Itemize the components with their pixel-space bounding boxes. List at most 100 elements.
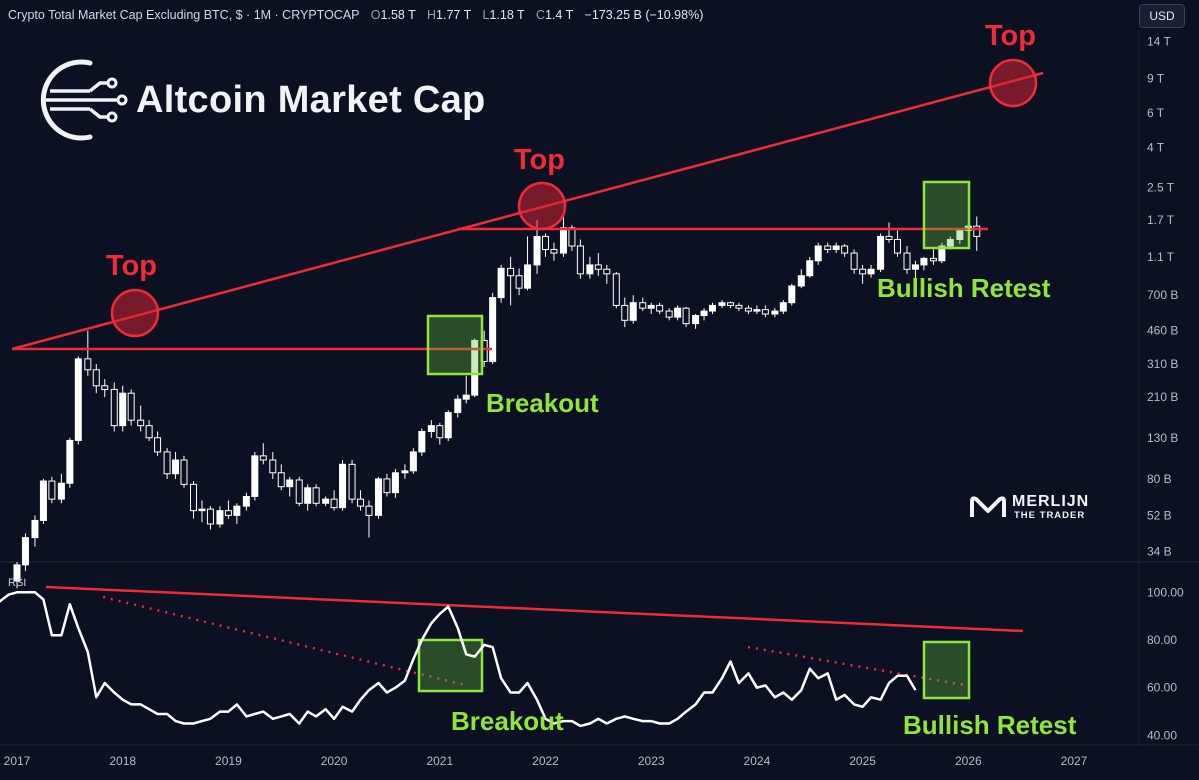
candle-body (66, 439, 74, 484)
candle (21, 533, 29, 571)
candle (365, 500, 373, 538)
time-tick-label: 2017 (4, 754, 31, 768)
currency-button[interactable]: USD (1139, 4, 1185, 28)
candle-body (454, 398, 462, 414)
candle (436, 422, 444, 445)
candle (127, 389, 135, 426)
candle (31, 515, 39, 547)
top-annotation: Top (985, 20, 1036, 52)
candle-body (559, 227, 567, 254)
candle-body (639, 302, 647, 309)
candle (841, 243, 849, 257)
watermark-line2: THE TRADER (1014, 510, 1086, 521)
candle-body (859, 268, 867, 275)
price-tick-label: 210 B (1147, 390, 1178, 404)
candle-body (533, 235, 541, 266)
candle (576, 239, 584, 279)
candle (137, 405, 145, 432)
candle (647, 302, 655, 315)
candle (462, 375, 470, 404)
candle (973, 216, 981, 251)
candle (39, 478, 47, 524)
candle-body (744, 307, 752, 312)
candle-body (251, 455, 259, 497)
time-tick-label: 2022 (532, 754, 559, 768)
candle (718, 300, 726, 309)
candle-body (735, 304, 743, 309)
candle (295, 476, 303, 507)
candle (524, 236, 532, 291)
breakout-annotation: Breakout (486, 388, 599, 418)
candle-body (92, 369, 100, 387)
candle (304, 484, 312, 511)
candle-body (330, 498, 338, 509)
rsi-tick-label: 60.00 (1147, 681, 1177, 695)
candle-body (233, 505, 241, 516)
candle-body (418, 430, 426, 453)
candle (330, 490, 338, 511)
candle-body (198, 508, 206, 512)
candle (920, 256, 928, 271)
candle (621, 297, 629, 328)
rsi-bullish-retest-annotation: Bullish Retest (903, 710, 1077, 740)
candle-body (427, 425, 435, 432)
candle-body (753, 309, 761, 312)
candle (216, 506, 224, 528)
candle-body (824, 245, 832, 250)
candle-body (885, 235, 893, 240)
candle (753, 305, 761, 315)
price-tick-label: 52 B (1147, 508, 1172, 522)
candle-body (568, 227, 576, 247)
candle (542, 233, 549, 257)
candle-body (180, 459, 188, 485)
time-tick-label: 2020 (321, 754, 348, 768)
candle (312, 484, 320, 507)
candle-body (357, 498, 365, 507)
price-tick-label: 1.7 T (1147, 213, 1175, 227)
price-tick-label: 34 B (1147, 544, 1172, 558)
candle-body (57, 482, 65, 500)
time-tick-label: 2026 (955, 754, 982, 768)
candle (401, 464, 409, 479)
candle (893, 230, 901, 257)
candle (383, 473, 391, 497)
candle-body (259, 455, 267, 461)
candle (656, 302, 664, 315)
candle (550, 242, 558, 261)
candle-body (788, 285, 796, 304)
candle-body (444, 412, 452, 439)
candle-body (206, 508, 214, 525)
low-label: L (482, 8, 490, 22)
candle (48, 476, 56, 504)
candle (735, 302, 743, 312)
candle-body (946, 238, 954, 247)
candle (198, 500, 206, 523)
candle (726, 301, 734, 309)
candle (515, 268, 523, 296)
candle (877, 233, 885, 272)
candle (224, 500, 232, 519)
candle (357, 490, 365, 511)
candle-body (542, 235, 549, 250)
candle-body (507, 267, 515, 277)
low-value: 1.18 T (489, 8, 525, 22)
candle-body (365, 505, 373, 516)
candle (259, 443, 267, 465)
price-tick-label: 14 T (1147, 34, 1171, 48)
rsi-axis-ticks: 100.00 80.00 60.00 40.00 (1147, 585, 1184, 742)
candle (13, 562, 21, 589)
candle (84, 330, 92, 376)
candle-body (277, 472, 285, 488)
candle (629, 295, 637, 324)
candle-body (269, 459, 277, 474)
candle-body (74, 358, 82, 441)
candle (242, 492, 250, 511)
candle-body (39, 480, 47, 521)
candle-body (621, 304, 629, 321)
candle (603, 264, 611, 284)
candle-body (374, 478, 382, 516)
candle-body (110, 388, 118, 427)
price-tick-label: 700 B (1147, 288, 1178, 302)
price-tick-label: 9 T (1147, 72, 1165, 86)
rsi-tick-label: 80.00 (1147, 633, 1177, 647)
